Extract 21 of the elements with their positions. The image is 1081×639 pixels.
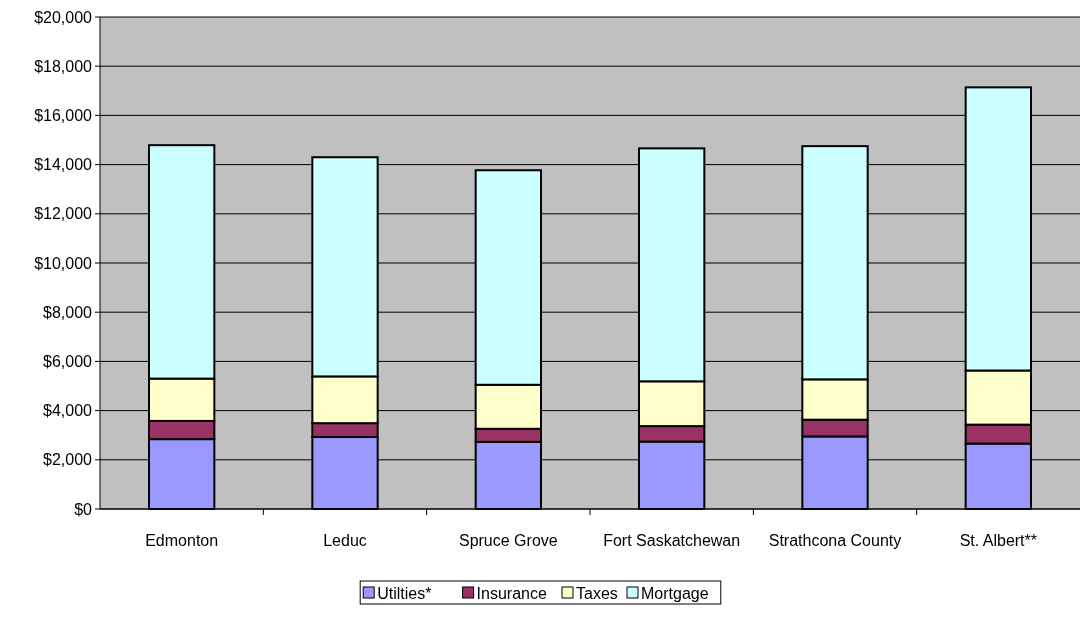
y-tick-label: $10,000 xyxy=(34,254,93,272)
x-tick-label: Fort Saskatchewan xyxy=(603,532,741,549)
y-tick-label: $6,000 xyxy=(43,353,93,370)
legend-label: Taxes xyxy=(576,584,618,602)
y-tick-label: $4,000 xyxy=(43,402,93,420)
y-tick-label: $2,000 xyxy=(43,451,93,469)
legend-label: Insurance xyxy=(476,584,547,602)
y-tick-label: $0 xyxy=(74,500,93,518)
legend-label: Utilties* xyxy=(377,584,432,602)
x-tick-label: Leduc xyxy=(323,532,367,549)
y-tick-label: $12,000 xyxy=(34,205,93,223)
y-tick-label: $14,000 xyxy=(34,156,93,174)
y-tick-label: $16,000 xyxy=(34,107,93,124)
legend-label: Mortgage xyxy=(641,584,709,602)
x-tick-label: Edmonton xyxy=(145,532,219,549)
y-tick-label: $20,000 xyxy=(34,8,93,26)
x-tick-label: St. Albert** xyxy=(959,532,1038,549)
y-tick-label: $8,000 xyxy=(43,303,93,321)
x-tick-label: Spruce Grove xyxy=(458,532,558,549)
x-tick-label: Strathcona County xyxy=(768,532,902,549)
y-tick-label: $18,000 xyxy=(34,57,93,75)
